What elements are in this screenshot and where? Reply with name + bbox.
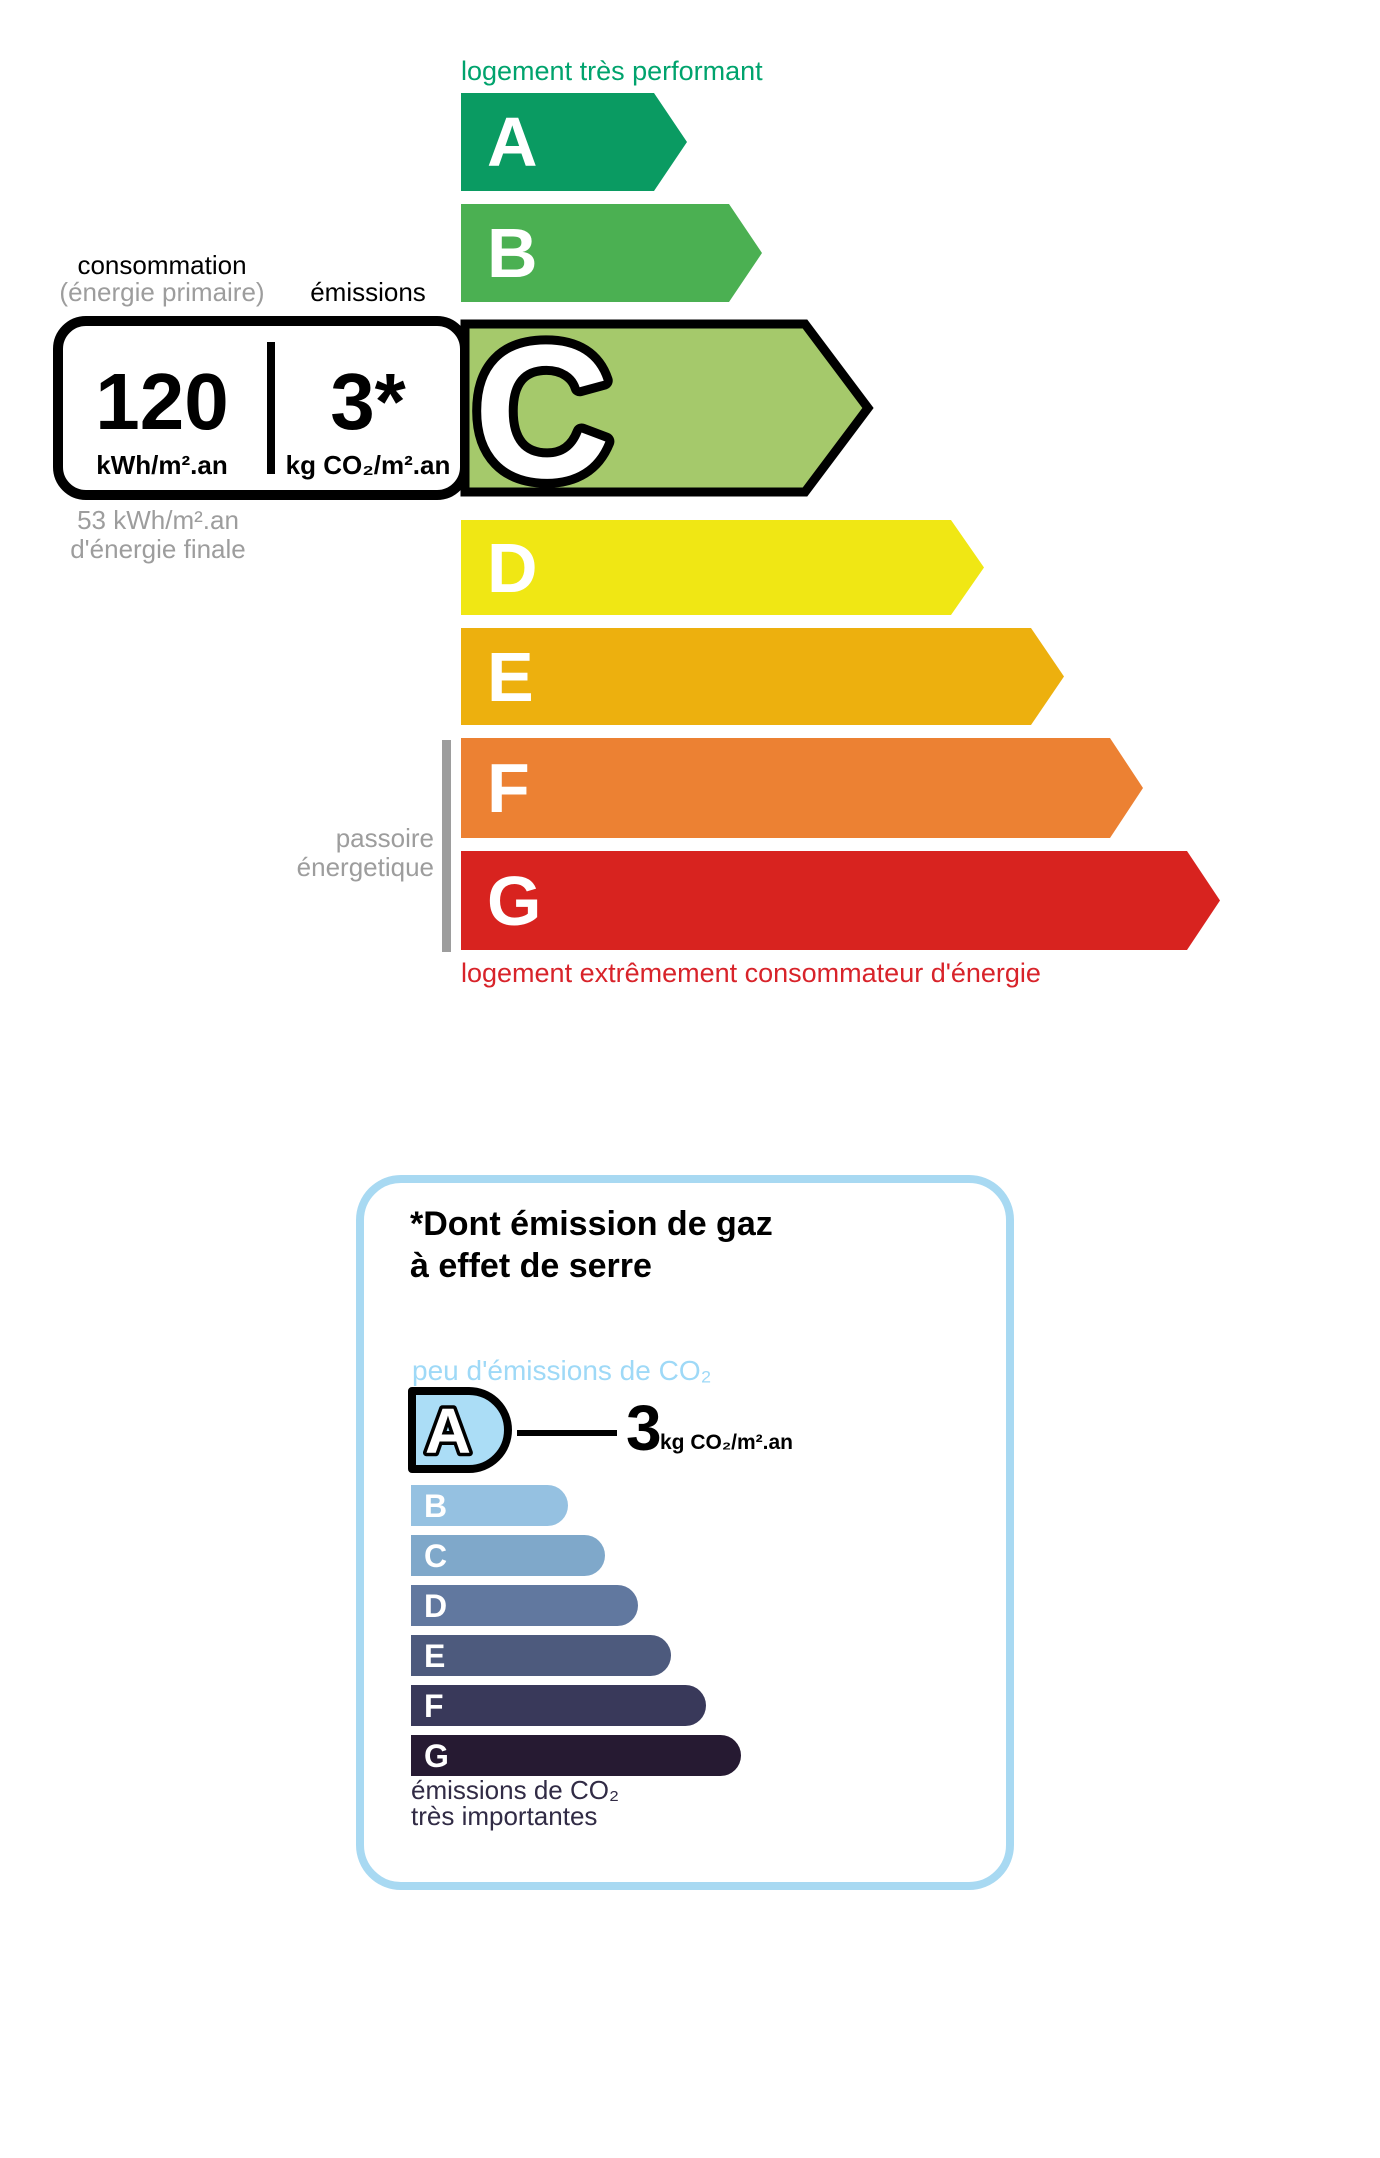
emissions-header: émissions [310, 277, 426, 307]
consumption-value: 120 [95, 357, 229, 446]
co2-bar-C: C [411, 1535, 605, 1576]
current-rating-row: C [53, 316, 874, 500]
energy-class-letter-F: F [487, 749, 530, 827]
co2-bar-F: F [411, 1685, 706, 1726]
co2-bar-letter-E: E [424, 1637, 446, 1674]
consumption-unit: kWh/m².an [96, 450, 228, 480]
co2-bar-letter-B: B [424, 1487, 448, 1524]
co2-panel: *Dont émission de gaz à effet de serre p… [356, 1175, 1014, 1890]
co2-low-caption: peu d'émissions de CO₂ [412, 1355, 712, 1386]
co2-bar-G: G [411, 1735, 741, 1776]
energy-sieve-line1: passoire [335, 823, 434, 853]
energy-class-bar-G: G [461, 851, 1220, 950]
co2-panel-title: *Dont émission de gaz à effet de serre [410, 1203, 773, 1287]
co2-rating-unit: kg CO₂/m².an [660, 1431, 794, 1454]
energy-class-bar-B: B [461, 204, 762, 302]
energy-class-letter-B: B [487, 214, 538, 292]
co2-high-caption-line2: très importantes [411, 1801, 598, 1831]
energy-class-bar-E: E [461, 628, 1064, 725]
co2-bar-letter-D: D [424, 1587, 448, 1624]
co2-bar-letter-C: C [424, 1537, 448, 1574]
co2-high-caption: émissions de CO₂ très importantes [411, 1777, 619, 1829]
co2-rating-badge: A [408, 1387, 512, 1473]
energy-class-letter-E: E [487, 637, 534, 716]
energy-sieve-rule [442, 740, 451, 952]
energy-class-bar-D: D [461, 520, 984, 615]
consumption-header: consommation [77, 250, 247, 280]
emissions-value: 3* [330, 357, 406, 446]
energy-sieve-note: passoire énergetique [180, 824, 434, 882]
energy-sieve-line2: énergetique [296, 852, 434, 882]
co2-bar-letter-F: F [424, 1687, 444, 1724]
class-c-arrow-shape [460, 319, 874, 497]
energy-class-letter-G: G [487, 861, 542, 940]
co2-bar-D: D [411, 1585, 638, 1626]
co2-high-caption-line1: émissions de CO₂ [411, 1775, 620, 1805]
co2-panel-title-line1: *Dont émission de gaz [410, 1205, 773, 1243]
final-energy-line2: d'énergie finale [70, 534, 246, 564]
co2-rating-badge-shape [408, 1387, 512, 1473]
scale-top-caption: logement très performant [461, 56, 763, 86]
co2-bar-B: B [411, 1485, 568, 1526]
scale-bottom-caption: logement extrêmement consommateur d'éner… [461, 958, 1041, 988]
final-energy-line1: 53 kWh/m².an [77, 505, 239, 535]
co2-rating-value: 3 [626, 1392, 662, 1464]
emissions-unit: kg CO₂/m².an [285, 450, 451, 480]
energy-class-bar-F: F [461, 738, 1143, 838]
co2-rating-letter: A [425, 1395, 471, 1467]
co2-panel-title-line2: à effet de serre [410, 1247, 652, 1285]
co2-bar-E: E [411, 1635, 671, 1676]
energy-class-letter-D: D [487, 528, 538, 607]
final-energy-note: 53 kWh/m².an d'énergie finale [33, 506, 283, 564]
co2-pointer-line [517, 1430, 617, 1436]
current-rating-letter: C [473, 316, 610, 500]
consumption-subheader: (énergie primaire) [59, 277, 265, 307]
co2-bar-letter-G: G [424, 1737, 449, 1774]
energy-class-letter-A: A [487, 103, 538, 181]
energy-class-bar-A: A [461, 93, 687, 191]
